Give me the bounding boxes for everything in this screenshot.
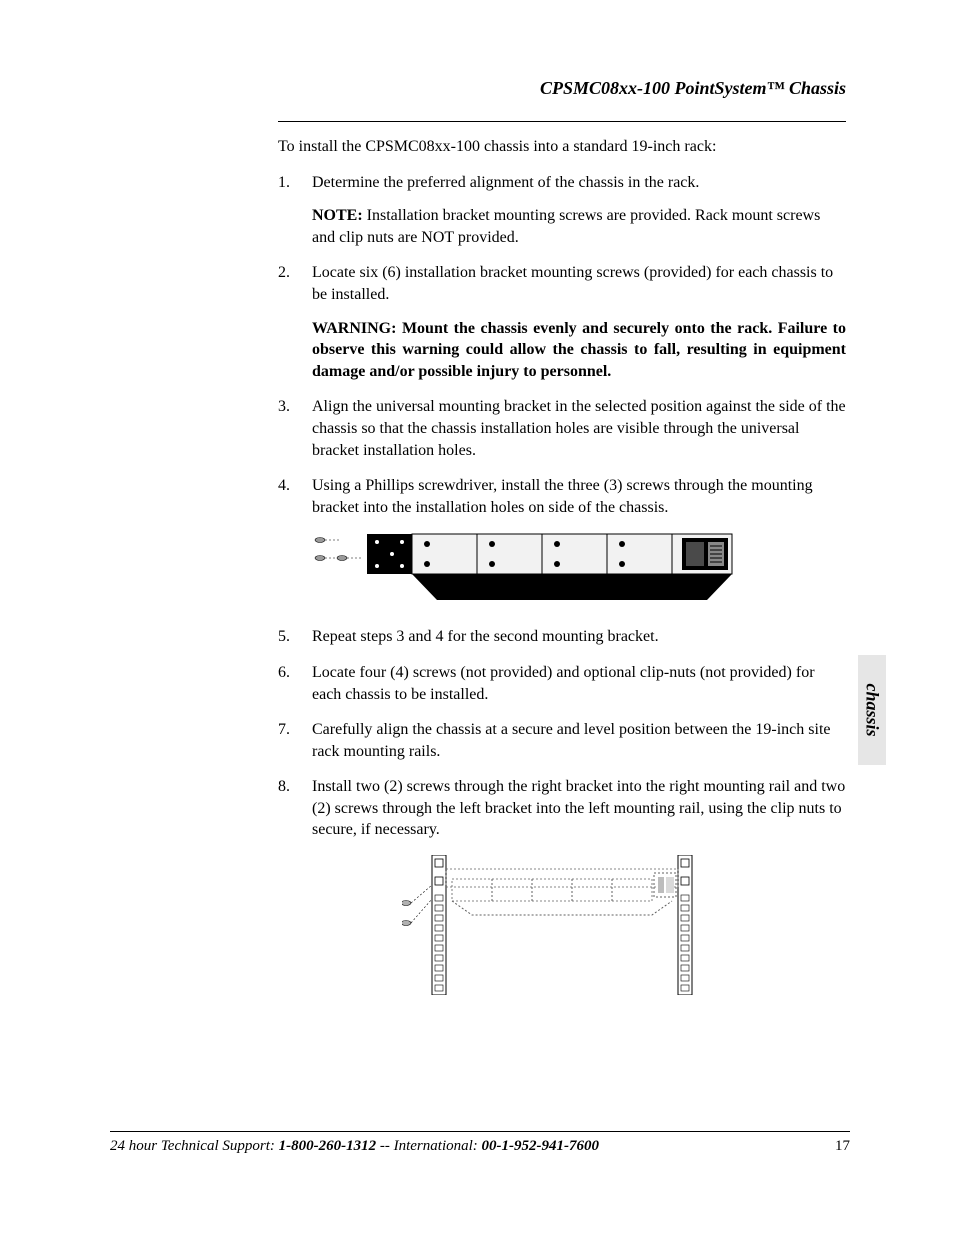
step-number: 4. [278, 475, 304, 497]
step-number: 5. [278, 626, 304, 648]
step-number: 1. [278, 172, 304, 194]
step-2: 2. Locate six (6) installation bracket m… [278, 262, 846, 382]
footer-support-prefix: 24 hour Technical Support: [110, 1138, 279, 1154]
footer-phone-2: 00-1-952-941-7600 [482, 1138, 599, 1154]
step-8: 8. Install two (2) screws through the ri… [278, 776, 846, 995]
step-text: Using a Phillips screwdriver, install th… [312, 477, 813, 516]
note-label: NOTE: [312, 207, 363, 224]
step-1: 1. Determine the preferred alignment of … [278, 172, 846, 249]
step-7: 7. Carefully align the chassis at a secu… [278, 719, 846, 762]
footer-mid: -- International: [376, 1138, 481, 1154]
step-number: 3. [278, 396, 304, 418]
step-text: Locate six (6) installation bracket moun… [312, 264, 833, 303]
step-text: Repeat steps 3 and 4 for the second moun… [312, 628, 659, 645]
figure-rack-mount [402, 855, 846, 995]
page: CPSMC08xx-100 PointSystem™ Chassis To in… [0, 0, 954, 1235]
step-text: Align the universal mounting bracket in … [312, 398, 846, 458]
intro-text: To install the CPSMC08xx-100 chassis int… [278, 136, 846, 158]
step-number: 2. [278, 262, 304, 284]
step-3: 3. Align the universal mounting bracket … [278, 396, 846, 461]
header-rule [278, 121, 846, 122]
page-footer: 24 hour Technical Support: 1-800-260-131… [110, 1131, 850, 1155]
step-text: Locate four (4) screws (not provided) an… [312, 664, 815, 703]
step-number: 6. [278, 662, 304, 684]
page-header-title: CPSMC08xx-100 PointSystem™ Chassis [278, 78, 846, 99]
warning-label: WARNING: [312, 320, 396, 337]
figure-chassis-side [312, 532, 846, 612]
step-6: 6. Locate four (4) screws (not provided)… [278, 662, 846, 705]
side-tab-label: chassis [862, 683, 883, 736]
step-number: 8. [278, 776, 304, 798]
step-text: Install two (2) screws through the right… [312, 778, 845, 838]
install-steps: 1. Determine the preferred alignment of … [278, 172, 846, 995]
footer-support: 24 hour Technical Support: 1-800-260-131… [110, 1138, 599, 1155]
step-5: 5. Repeat steps 3 and 4 for the second m… [278, 626, 846, 648]
step-text: Carefully align the chassis at a secure … [312, 721, 831, 760]
side-tab: chassis [858, 655, 886, 765]
step-4: 4. Using a Phillips screwdriver, install… [278, 475, 846, 612]
step-warning: WARNING: Mount the chassis evenly and se… [312, 318, 846, 383]
step-number: 7. [278, 719, 304, 741]
footer-phone-1: 1-800-260-1312 [279, 1138, 377, 1154]
note-text: Installation bracket mounting screws are… [312, 207, 820, 246]
content-column: CPSMC08xx-100 PointSystem™ Chassis To in… [278, 78, 846, 1009]
step-note: NOTE: Installation bracket mounting scre… [312, 205, 846, 248]
step-text: Determine the preferred alignment of the… [312, 174, 699, 191]
footer-page-number: 17 [835, 1138, 850, 1155]
